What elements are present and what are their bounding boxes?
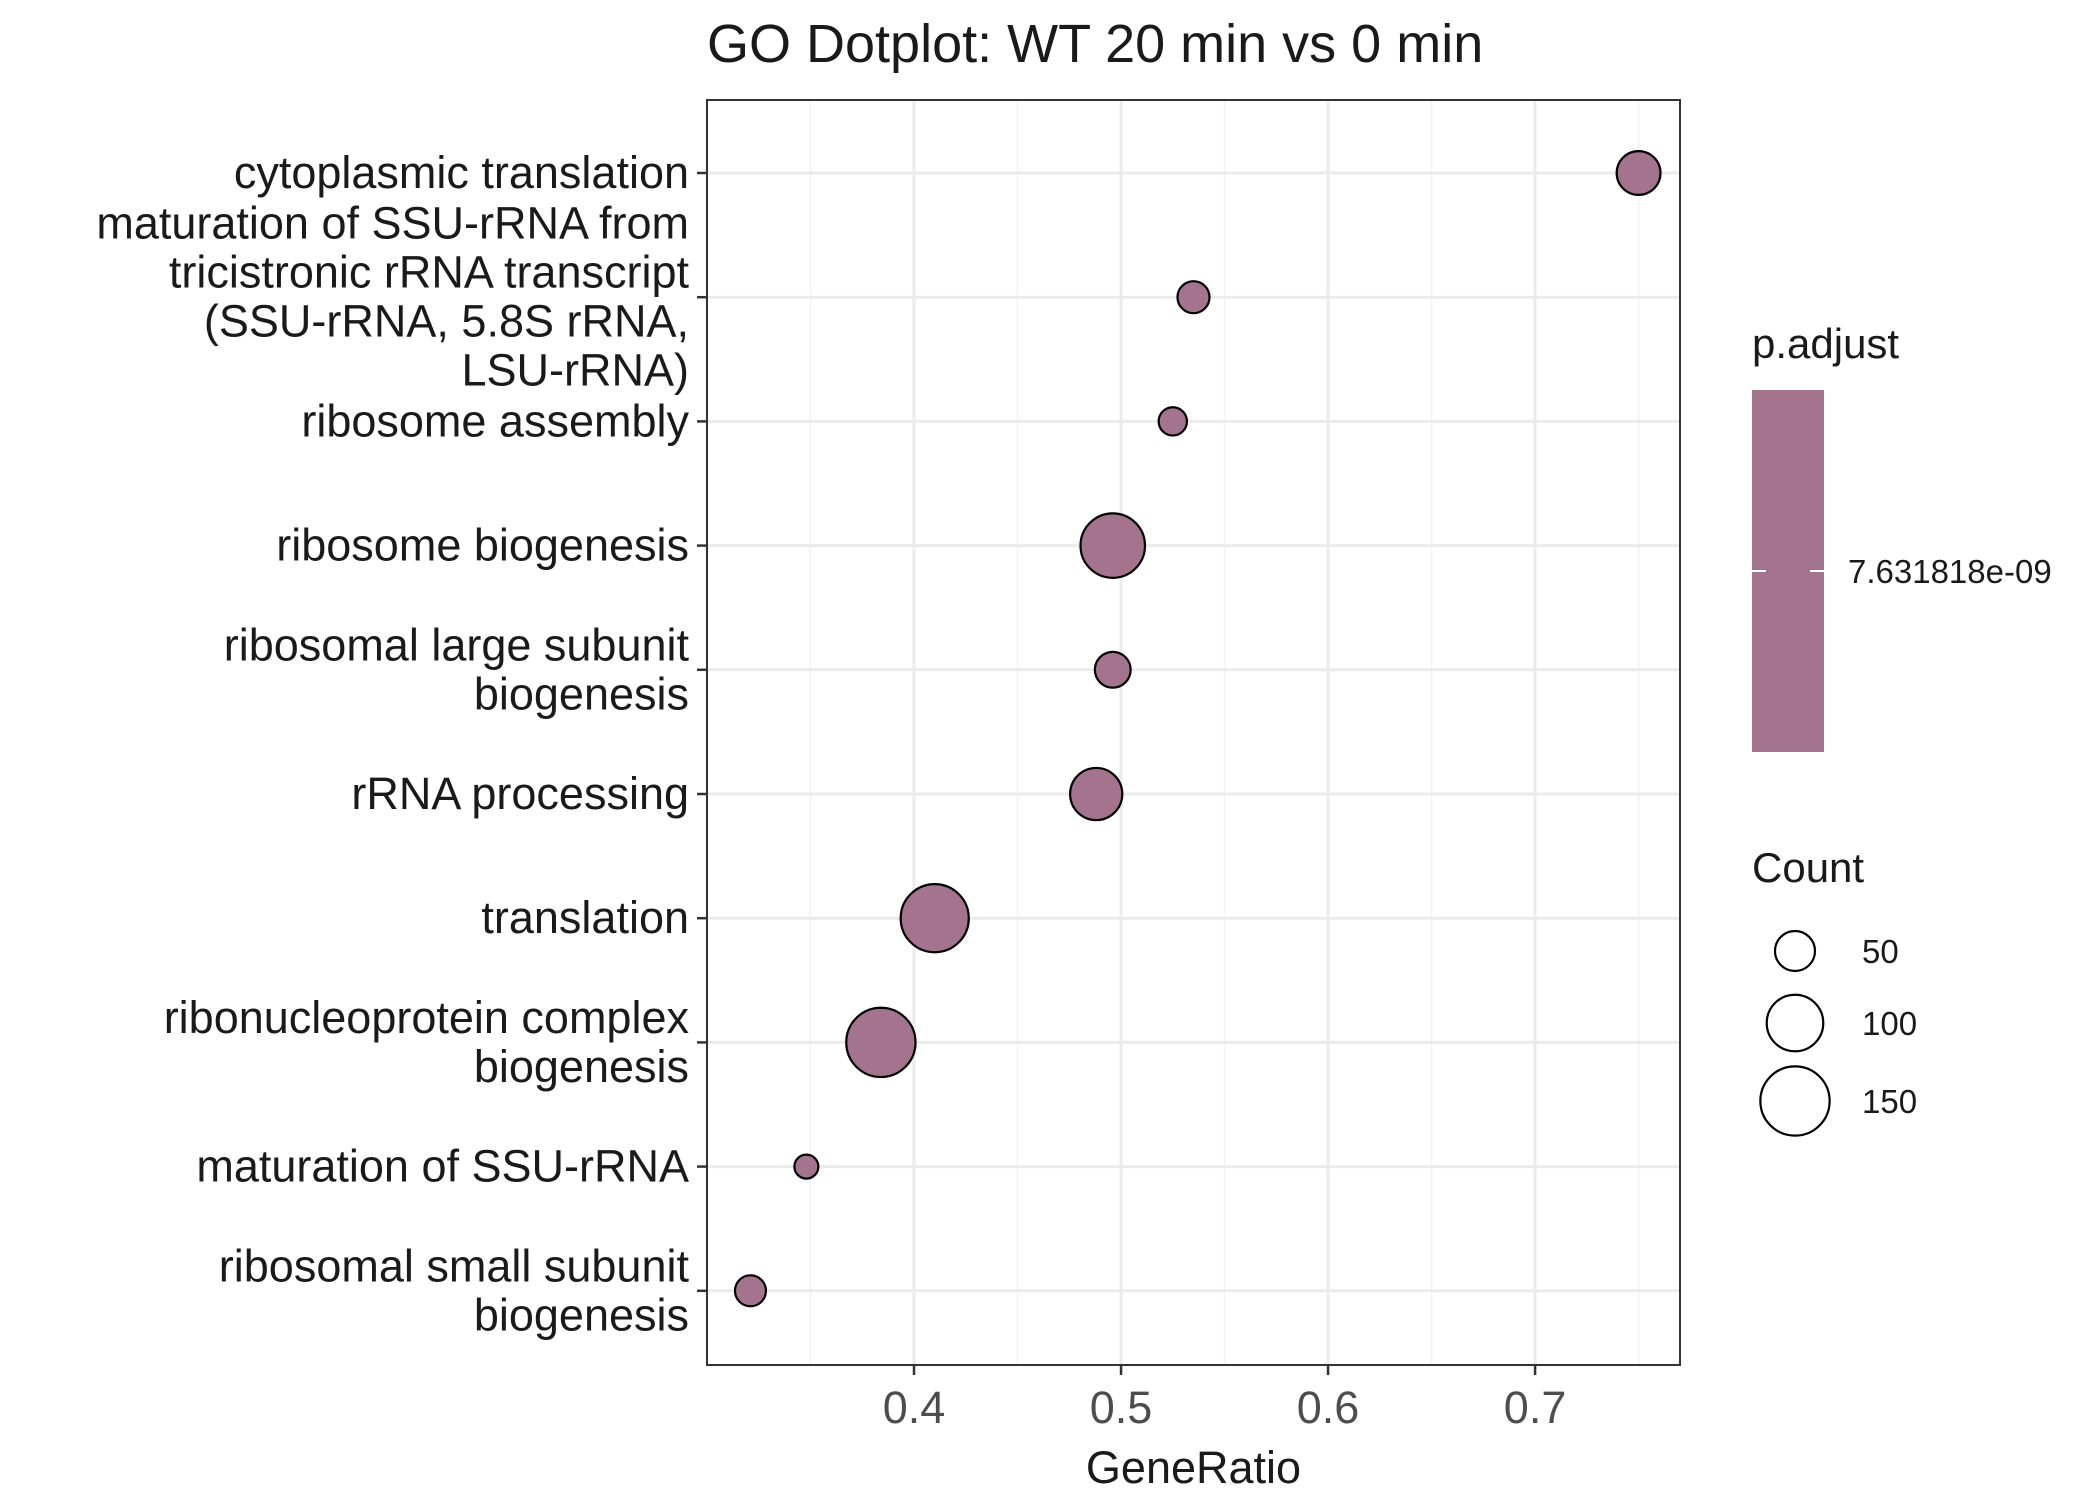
data-point [733, 1274, 768, 1308]
x-tick-label: 0.7 [1504, 1382, 1567, 1433]
y-tick-label: cytoplasmic translation [234, 147, 689, 198]
data-point [1176, 280, 1211, 315]
y-tick-label: rRNA processing [351, 768, 689, 819]
x-axis: 0.4 0.5 0.6 0.7 [883, 1365, 1567, 1433]
y-tick-label: translation [481, 892, 689, 943]
data-point [1615, 149, 1662, 197]
data-point [1093, 650, 1132, 689]
data-point [1069, 766, 1124, 822]
x-tick-label: 0.4 [883, 1382, 946, 1433]
data-point [1079, 512, 1147, 579]
color-legend: p.adjust 7.631818e-09 [1752, 320, 2052, 752]
data-point [1157, 406, 1189, 437]
x-axis-title: GeneRatio [1086, 1442, 1301, 1493]
size-legend-key [1759, 1065, 1831, 1137]
chart-title: GO Dotplot: WT 20 min vs 0 min [707, 14, 1483, 74]
x-tick-label: 0.5 [1090, 1382, 1153, 1433]
y-tick-label: ribosomal large subunit biogenesis [224, 619, 690, 719]
data-point [845, 1006, 917, 1079]
plot-panel-border [706, 99, 1681, 1366]
size-legend-key [1773, 929, 1817, 973]
y-tick-label: ribosome biogenesis [276, 520, 689, 571]
data-point [899, 883, 970, 954]
data-points [733, 149, 1662, 1308]
y-tick-label: ribonucleoprotein complex biogenesis [164, 992, 690, 1092]
size-legend-label: 50 [1862, 933, 1899, 970]
size-legend: Count 50 100 150 [1752, 844, 1917, 1137]
y-tick-label: maturation of SSU-rRNA [196, 1141, 689, 1192]
y-tick-label: ribosomal small subunit biogenesis [219, 1240, 690, 1340]
data-point [793, 1153, 820, 1180]
size-legend-key [1765, 993, 1825, 1053]
x-tick-label: 0.6 [1297, 1382, 1360, 1433]
y-tick-label: maturation of SSU-rRNA from tricistronic … [96, 198, 689, 396]
color-legend-label: 7.631818e-09 [1848, 553, 2052, 590]
size-legend-label: 150 [1862, 1083, 1917, 1120]
size-legend-label: 100 [1862, 1005, 1917, 1042]
color-legend-title: p.adjust [1752, 320, 1899, 367]
y-tick-label: ribosome assembly [301, 395, 689, 446]
panel-border-rect [706, 99, 1681, 1366]
size-legend-title: Count [1752, 844, 1864, 891]
